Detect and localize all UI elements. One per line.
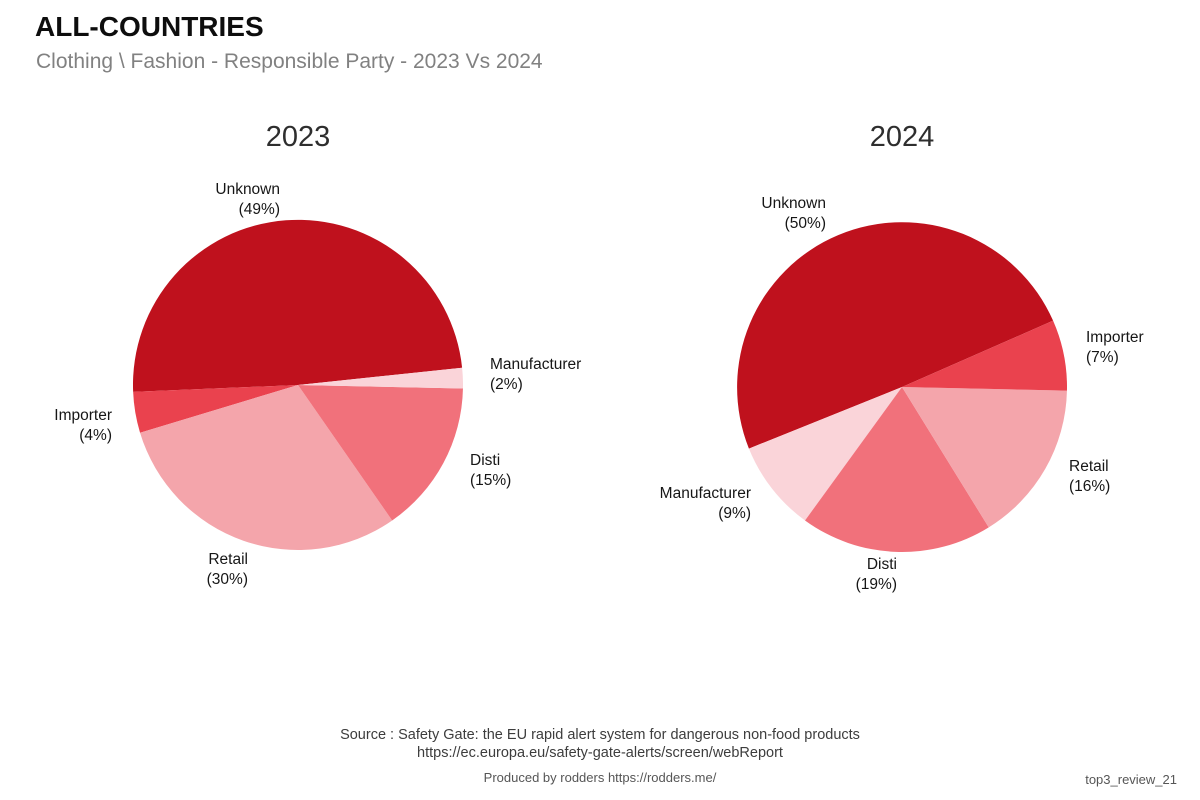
source-line-2: https://ec.europa.eu/safety-gate-alerts/…	[417, 744, 783, 761]
pie-slice-unknown	[737, 222, 1054, 449]
pie-slice-manufacturer	[298, 367, 463, 389]
slice-label-2024-manufacturer: Manufacturer (9%)	[660, 484, 751, 523]
slice-pct: (16%)	[1069, 477, 1111, 495]
slice-name: Retail	[208, 551, 248, 568]
slice-name: Importer	[1086, 329, 1144, 346]
slice-pct: (4%)	[79, 426, 112, 444]
produced-by-note: Produced by rodders https://rodders.me/	[483, 770, 717, 785]
slice-label-2024-importer: Importer (7%)	[1086, 328, 1144, 367]
slice-name: Importer	[54, 407, 112, 424]
slice-pct: (30%)	[206, 570, 248, 588]
source-note: Source : Safety Gate: the EU rapid alert…	[0, 727, 1200, 762]
slice-name: Disti	[866, 556, 897, 573]
pie-slice-disti	[298, 385, 463, 521]
slice-name: Manufacturer	[490, 356, 582, 373]
slice-name: Retail	[1069, 458, 1109, 475]
pie-slice-importer	[133, 385, 298, 433]
slice-label-2023-importer: Importer (4%)	[54, 406, 112, 445]
pie-slice-importer	[902, 320, 1067, 391]
slice-label-2023-unknown: Unknown (49%)	[215, 180, 280, 219]
slice-pct: (50%)	[784, 214, 826, 232]
slice-name: Unknown	[215, 181, 280, 198]
slice-name: Manufacturer	[659, 485, 751, 502]
pie-slice-manufacturer	[748, 387, 902, 521]
watermark-label: top3_review_21	[1085, 772, 1177, 787]
page-title: ALL-COUNTRIES	[35, 11, 264, 42]
page-subtitle: Clothing \ Fashion - Responsible Party -…	[36, 50, 543, 73]
slice-label-2024-retail: Retail (16%)	[1069, 457, 1110, 496]
slice-label-2024-unknown: Unknown (50%)	[761, 194, 826, 233]
slice-pct: (15%)	[470, 471, 512, 489]
slice-label-2023-disti: Disti (15%)	[470, 451, 511, 490]
chart-title-2024: 2024	[869, 121, 935, 153]
pie-slice-retail	[902, 387, 1067, 528]
slice-name: Unknown	[761, 195, 826, 212]
slice-pct: (9%)	[718, 504, 751, 522]
slice-pct: (49%)	[238, 200, 280, 218]
source-line-1: Source : Safety Gate: the EU rapid alert…	[340, 727, 860, 743]
slice-label-2023-manufacturer: Manufacturer (2%)	[490, 355, 581, 394]
pie-chart-2024	[737, 222, 1067, 552]
slice-pct: (2%)	[490, 375, 523, 393]
slice-label-2024-disti: Disti (19%)	[856, 555, 897, 594]
slice-pct: (19%)	[855, 575, 897, 593]
pie-slice-unknown	[132, 219, 463, 392]
slice-name: Disti	[470, 452, 501, 469]
slice-label-2023-retail: Retail (30%)	[207, 550, 248, 589]
pie-slice-retail	[140, 385, 393, 551]
slice-pct: (7%)	[1086, 348, 1119, 366]
pie-slice-disti	[805, 387, 989, 552]
pie-chart-2023	[132, 219, 463, 551]
chart-title-2023: 2023	[265, 121, 331, 153]
